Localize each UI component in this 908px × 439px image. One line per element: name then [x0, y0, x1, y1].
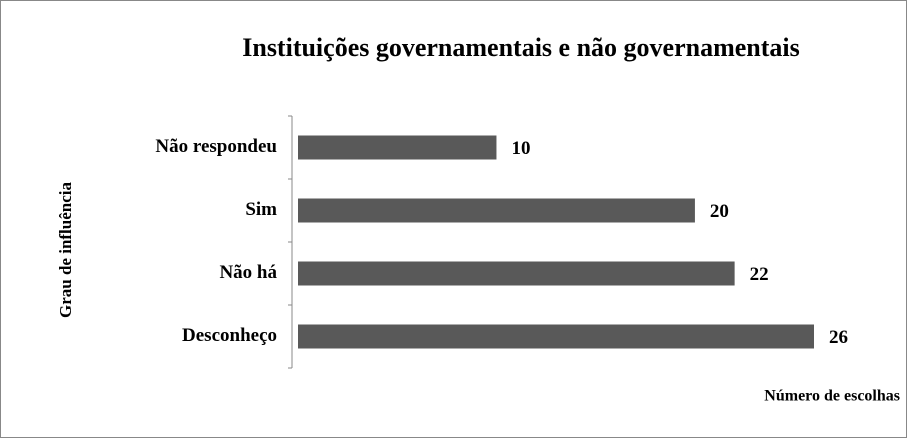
- value-label: 20: [710, 201, 729, 222]
- bar: [298, 324, 814, 349]
- y-axis-title: Grau de influência: [56, 181, 75, 318]
- x-axis-title: Número de escolhas: [764, 388, 900, 405]
- category-label: Não há: [219, 262, 277, 283]
- value-label: 10: [511, 138, 530, 159]
- value-label: 22: [750, 264, 769, 285]
- bar: [298, 261, 735, 286]
- category-label: Sim: [245, 199, 277, 220]
- bar: [298, 198, 695, 223]
- category-label: Não respondeu: [155, 136, 277, 157]
- value-label: 26: [829, 327, 848, 348]
- category-label: Desconheço: [182, 325, 277, 346]
- chart-title: Instituições governamentais e não govern…: [242, 33, 800, 62]
- bar: [298, 135, 497, 160]
